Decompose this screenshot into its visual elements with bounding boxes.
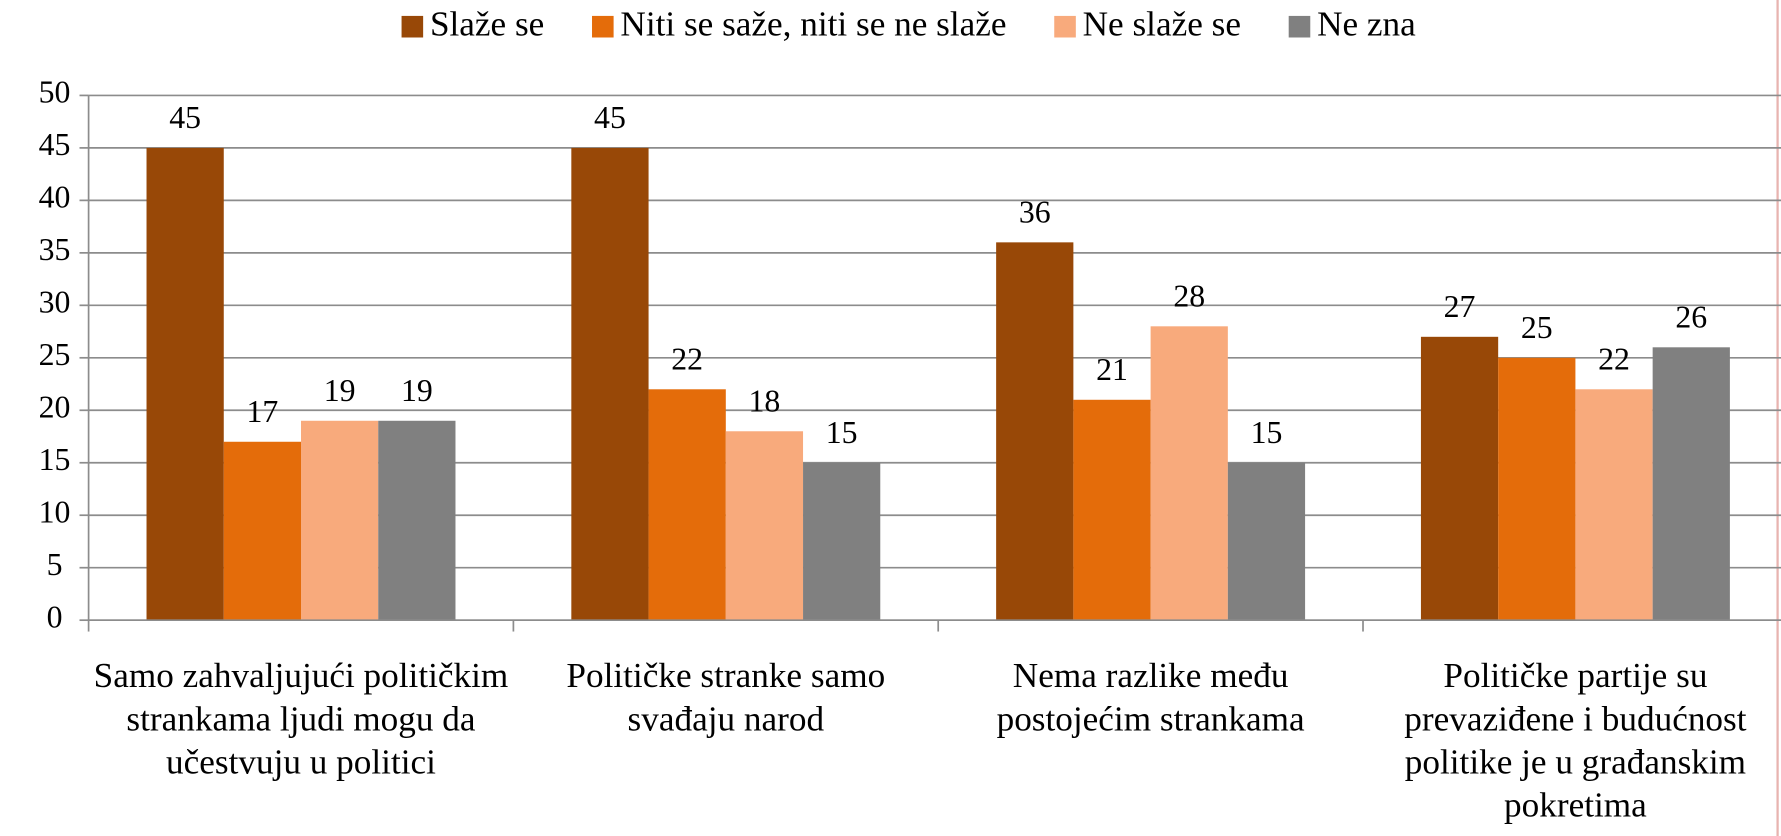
y-tick-label: 10 (39, 495, 71, 530)
y-tick-label: 30 (39, 285, 71, 320)
data-label: 25 (1521, 310, 1553, 345)
y-tick-label: 50 (39, 75, 71, 110)
bar (1073, 399, 1151, 621)
bar (1227, 462, 1306, 621)
bar (1652, 347, 1730, 621)
legend-swatch (592, 15, 614, 38)
x-label-box: Političke partije su prevaziđene i buduć… (1404, 655, 1747, 825)
data-label: 26 (1675, 299, 1707, 334)
x-tick-label: Nema razlike među postojećim strankama (996, 655, 1305, 739)
x-tick-label: Samo zahvaljujući političkim strankama l… (93, 655, 509, 782)
y-tick-label: 20 (39, 390, 71, 425)
bar (996, 242, 1074, 621)
bar (648, 389, 726, 621)
legend-swatch (1054, 15, 1076, 38)
data-label: 22 (1598, 341, 1630, 376)
y-tick-label: 5 (47, 547, 63, 582)
bar (1420, 336, 1499, 621)
y-tick-label: 25 (39, 337, 71, 372)
bar (1150, 326, 1228, 621)
data-label: 28 (1173, 278, 1205, 313)
bar (223, 441, 301, 621)
data-label: 18 (749, 383, 781, 418)
data-label: 15 (826, 415, 858, 450)
data-label: 45 (169, 100, 201, 135)
legend-label: Niti se saže, niti se ne slaže (620, 4, 1006, 43)
data-label: 17 (246, 394, 278, 429)
legend-swatch (1288, 15, 1311, 38)
bar (146, 147, 224, 621)
bar (378, 420, 456, 621)
y-tick-label: 45 (39, 127, 71, 162)
y-tick-label: 15 (39, 442, 71, 477)
legend: Slaže se Niti se saže, niti se ne slaže Ne… (401, 4, 1416, 43)
data-label: 19 (401, 373, 433, 408)
data-label: 22 (671, 341, 703, 376)
legend-label: Slaže se (430, 4, 544, 43)
bar (803, 462, 881, 621)
data-label: 15 (1251, 415, 1283, 450)
x-label-box: Samo zahvaljujući političkim strankama l… (93, 655, 509, 782)
y-tick-label: 40 (39, 180, 71, 215)
bar (1575, 389, 1653, 621)
x-tick-label: Političke stranke samo svađaju narod (566, 655, 886, 739)
bar (725, 431, 804, 621)
bar (300, 420, 379, 621)
data-label: 45 (594, 100, 626, 135)
data-label: 19 (324, 373, 356, 408)
y-tick-label: 35 (39, 232, 71, 267)
legend-label: Ne slaže se (1083, 4, 1241, 43)
legend-label: Ne zna (1317, 4, 1416, 43)
data-label: 21 (1096, 352, 1128, 387)
y-tick-label: 0 (47, 599, 63, 634)
bar (571, 147, 649, 621)
x-tick-label: Političke partije su prevaziđene i buduć… (1404, 655, 1747, 825)
data-label: 36 (1019, 194, 1051, 229)
bar (1498, 357, 1576, 621)
data-label: 27 (1444, 289, 1476, 324)
x-label-box: Nema razlike među postojećim strankama (996, 655, 1305, 739)
x-label-box: Političke stranke samo svađaju narod (566, 655, 886, 739)
legend-swatch (401, 15, 424, 38)
